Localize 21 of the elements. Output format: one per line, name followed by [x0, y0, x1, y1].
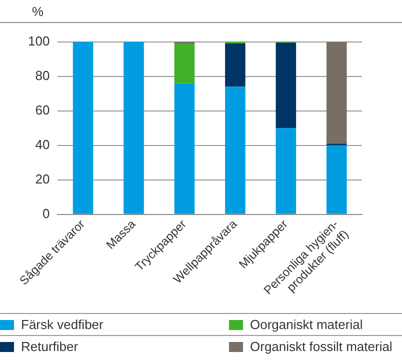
- y-axis-title: %: [32, 4, 44, 19]
- legend-label: Returfiber: [21, 339, 78, 354]
- legend-label: Organiskt fossilt material: [250, 339, 392, 354]
- bar: [276, 42, 296, 128]
- bar: [225, 86, 246, 214]
- bar: [124, 42, 144, 214]
- bar: [326, 42, 347, 144]
- bar: [225, 44, 246, 87]
- bar: [174, 83, 195, 214]
- y-tick-label: 100: [28, 33, 50, 48]
- y-tick-label: 20: [35, 171, 50, 186]
- y-tick-label: 40: [35, 136, 50, 152]
- y-tick-label: 60: [35, 102, 50, 118]
- legend-label: Oorganiskt material: [250, 317, 363, 332]
- bar: [326, 145, 347, 214]
- bar: [276, 128, 296, 214]
- legend-label: Färsk vedfiber: [21, 317, 104, 332]
- bar: [174, 44, 195, 84]
- y-tick-label: 80: [35, 68, 50, 83]
- bar: [72, 42, 94, 214]
- y-tick-label: 0: [42, 206, 50, 221]
